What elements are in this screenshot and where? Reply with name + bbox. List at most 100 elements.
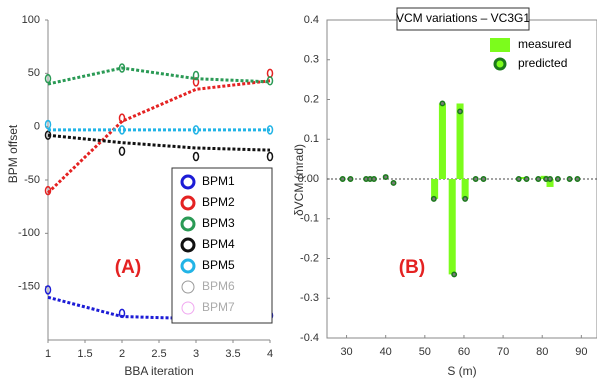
x-tick-label: 1 <box>45 348 51 360</box>
fit-line <box>46 79 271 194</box>
x-tick-label: 3.5 <box>225 348 240 360</box>
legend-label: BPM2 <box>202 195 235 209</box>
bar <box>438 103 446 179</box>
x-tick-label: 1.5 <box>77 348 92 360</box>
y-tick-label: 0.1 <box>304 133 319 145</box>
y-axis-label: δVCM (mrad) <box>292 144 306 216</box>
marker <box>44 119 52 130</box>
y-tick-label: 0.2 <box>304 93 319 105</box>
bar <box>431 179 439 199</box>
x-tick-label: 70 <box>497 346 509 358</box>
y-axis-label: BPM offset <box>6 124 20 183</box>
marker <box>266 151 274 162</box>
y-tick-label: 0.00 <box>298 173 319 185</box>
bar <box>461 179 469 199</box>
legend-marker <box>490 38 510 52</box>
marker <box>192 125 200 135</box>
x-tick-label: 2.5 <box>151 348 166 360</box>
title-box <box>396 7 530 31</box>
marker <box>192 70 200 81</box>
point <box>339 176 346 182</box>
point <box>554 176 561 182</box>
legend-label: BPM1 <box>202 174 235 188</box>
legend-label: BPM4 <box>202 237 235 251</box>
marker <box>118 63 126 73</box>
legend-marker <box>493 57 507 71</box>
x-tick-label: 4 <box>267 348 273 360</box>
x-tick-label: 40 <box>380 346 392 358</box>
bar <box>448 179 456 275</box>
x-tick-label: 2 <box>119 348 125 360</box>
point <box>382 174 389 180</box>
marker <box>192 151 200 162</box>
marker <box>266 125 274 135</box>
y-tick-label: -0.1 <box>300 213 319 225</box>
point <box>439 100 446 107</box>
legend-label: predicted <box>518 56 567 70</box>
legend-marker <box>181 301 195 315</box>
point <box>574 176 581 182</box>
legend-label: measured <box>518 37 571 51</box>
x-tick-label: 3 <box>193 348 199 360</box>
annotation: (B) <box>399 257 425 278</box>
y-tick-label: 0.4 <box>304 14 319 26</box>
x-tick-label: 90 <box>575 346 587 358</box>
y-tick-label: -50 <box>24 174 40 186</box>
legend-label: BPM5 <box>202 258 235 272</box>
marker <box>118 308 126 319</box>
y-tick-label: -0.3 <box>300 292 319 304</box>
point <box>523 176 530 182</box>
legend-label: BPM7 <box>202 300 235 314</box>
x-tick-label: 30 <box>340 346 352 358</box>
point <box>547 176 553 182</box>
legend-marker <box>180 258 196 274</box>
point <box>430 195 437 202</box>
y-tick-label: -0.4 <box>300 332 319 344</box>
point <box>451 271 458 278</box>
bar <box>456 103 464 179</box>
legend-marker <box>181 280 195 294</box>
y-tick-label: 0.3 <box>304 54 319 66</box>
y-tick-label: -0.2 <box>300 252 319 264</box>
y-tick-label: -100 <box>18 227 40 239</box>
y-tick-label: 0 <box>34 121 40 133</box>
legend-marker <box>180 174 196 190</box>
point <box>472 176 479 182</box>
legend-marker <box>180 195 196 211</box>
annotation: (A) <box>115 257 141 278</box>
legend-box <box>171 167 273 324</box>
x-tick-label: 50 <box>419 346 431 358</box>
marker <box>44 73 52 84</box>
point <box>347 176 354 182</box>
bar <box>519 177 527 179</box>
fit-line <box>47 66 271 86</box>
marker <box>266 76 274 86</box>
point <box>462 195 469 202</box>
point <box>390 180 397 186</box>
marker <box>118 125 126 135</box>
x-axis-label: S (m) <box>447 364 476 378</box>
legend-label: BPM3 <box>202 216 235 230</box>
chart-title: VCM variations – VC3G1 <box>396 11 530 25</box>
point <box>515 176 522 182</box>
bar <box>546 179 554 187</box>
marker <box>118 146 126 156</box>
y-tick-label: 100 <box>22 14 40 26</box>
point <box>480 176 487 182</box>
legend-marker <box>180 216 196 232</box>
legend-label: BPM6 <box>202 279 235 293</box>
fit-line <box>47 133 271 152</box>
marker <box>44 185 52 196</box>
point <box>535 176 542 182</box>
x-tick-label: 80 <box>536 346 548 358</box>
point <box>566 176 573 182</box>
point <box>457 108 463 115</box>
x-tick-label: 60 <box>458 346 470 358</box>
marker <box>118 113 126 123</box>
x-axis-label: BBA iteration <box>124 364 193 378</box>
y-tick-label: 50 <box>28 67 40 79</box>
marker <box>44 285 52 295</box>
point <box>371 176 377 182</box>
y-tick-label: -150 <box>18 281 40 293</box>
